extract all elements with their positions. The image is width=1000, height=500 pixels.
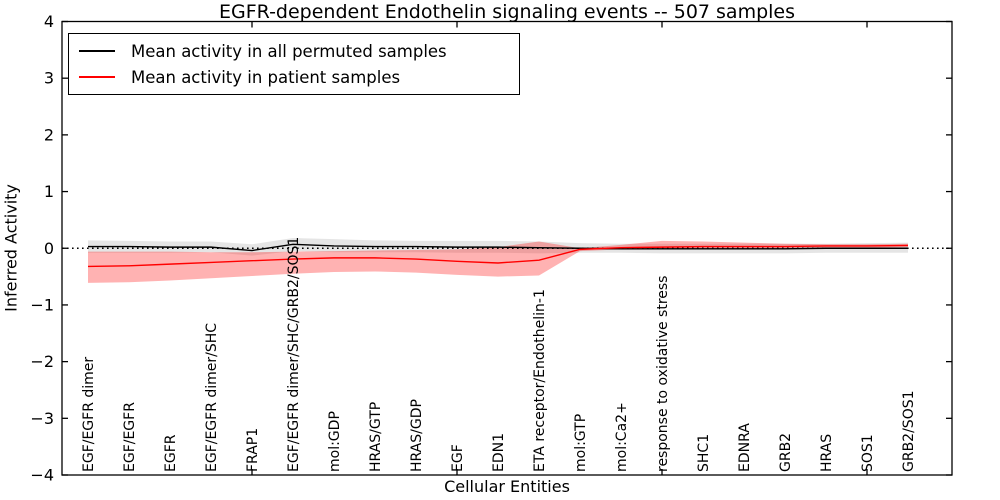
- x-category-label: mol:GTP: [573, 414, 589, 472]
- y-tick-label: −2: [30, 352, 54, 371]
- x-category-label: HRAS/GTP: [368, 402, 384, 472]
- y-tick-label: −1: [30, 295, 54, 314]
- x-category-label: EGF/EGFR dimer: [81, 357, 97, 472]
- x-category-label: HRAS/GDP: [409, 399, 425, 472]
- x-category-label: EGF: [450, 444, 466, 472]
- legend-entry-patient: Mean activity in patient samples: [79, 68, 509, 87]
- legend-label: Mean activity in all permuted samples: [131, 41, 447, 61]
- x-category-label: EGF/EGFR: [122, 402, 138, 472]
- legend-box: Mean activity in all permuted samples Me…: [68, 33, 520, 95]
- y-tick-label: 0: [44, 239, 54, 258]
- x-category-label: SHC1: [696, 434, 712, 472]
- x-category-label: mol:GDP: [327, 411, 343, 472]
- x-category-label: EGF/EGFR dimer/SHC: [204, 323, 220, 472]
- x-category-label: SOS1: [860, 434, 876, 472]
- chart-title: EGFR-dependent Endothelin signaling even…: [218, 1, 796, 23]
- x-category-label: EDN1: [491, 433, 507, 472]
- x-category-label: ETA receptor/Endothelin-1: [532, 289, 548, 472]
- x-category-label: mol:Ca2+: [614, 402, 630, 472]
- legend-line-black: [79, 50, 115, 52]
- y-tick-label: 1: [44, 182, 54, 201]
- x-category-label: response to oxidative stress: [655, 276, 671, 472]
- x-category-label: EDNRA: [737, 423, 753, 472]
- y-tick-label: 3: [44, 69, 54, 88]
- legend-line-red: [79, 76, 115, 78]
- x-axis-label: Cellular Entities: [444, 477, 570, 496]
- y-tick-label: 4: [44, 12, 54, 31]
- y-tick-label: −4: [30, 466, 54, 485]
- x-category-label: EGF/EGFR dimer/SHC/GRB2/SOS1: [286, 237, 302, 472]
- y-tick-label: −3: [30, 409, 54, 428]
- x-category-label: HRAS: [819, 434, 835, 472]
- x-category-label: GRB2/SOS1: [901, 390, 917, 472]
- x-category-label: GRB2: [778, 433, 794, 472]
- legend-entry-permuted: Mean activity in all permuted samples: [79, 42, 509, 61]
- patient-confidence-band: [88, 240, 908, 283]
- patient-mean-line: [87, 244, 909, 268]
- y-tick-label: 2: [44, 125, 54, 144]
- permuted-mean-line: [88, 243, 908, 252]
- legend-label: Mean activity in patient samples: [131, 67, 401, 87]
- x-category-label: FRAP1: [245, 428, 261, 472]
- x-category-label: EGFR: [163, 434, 179, 472]
